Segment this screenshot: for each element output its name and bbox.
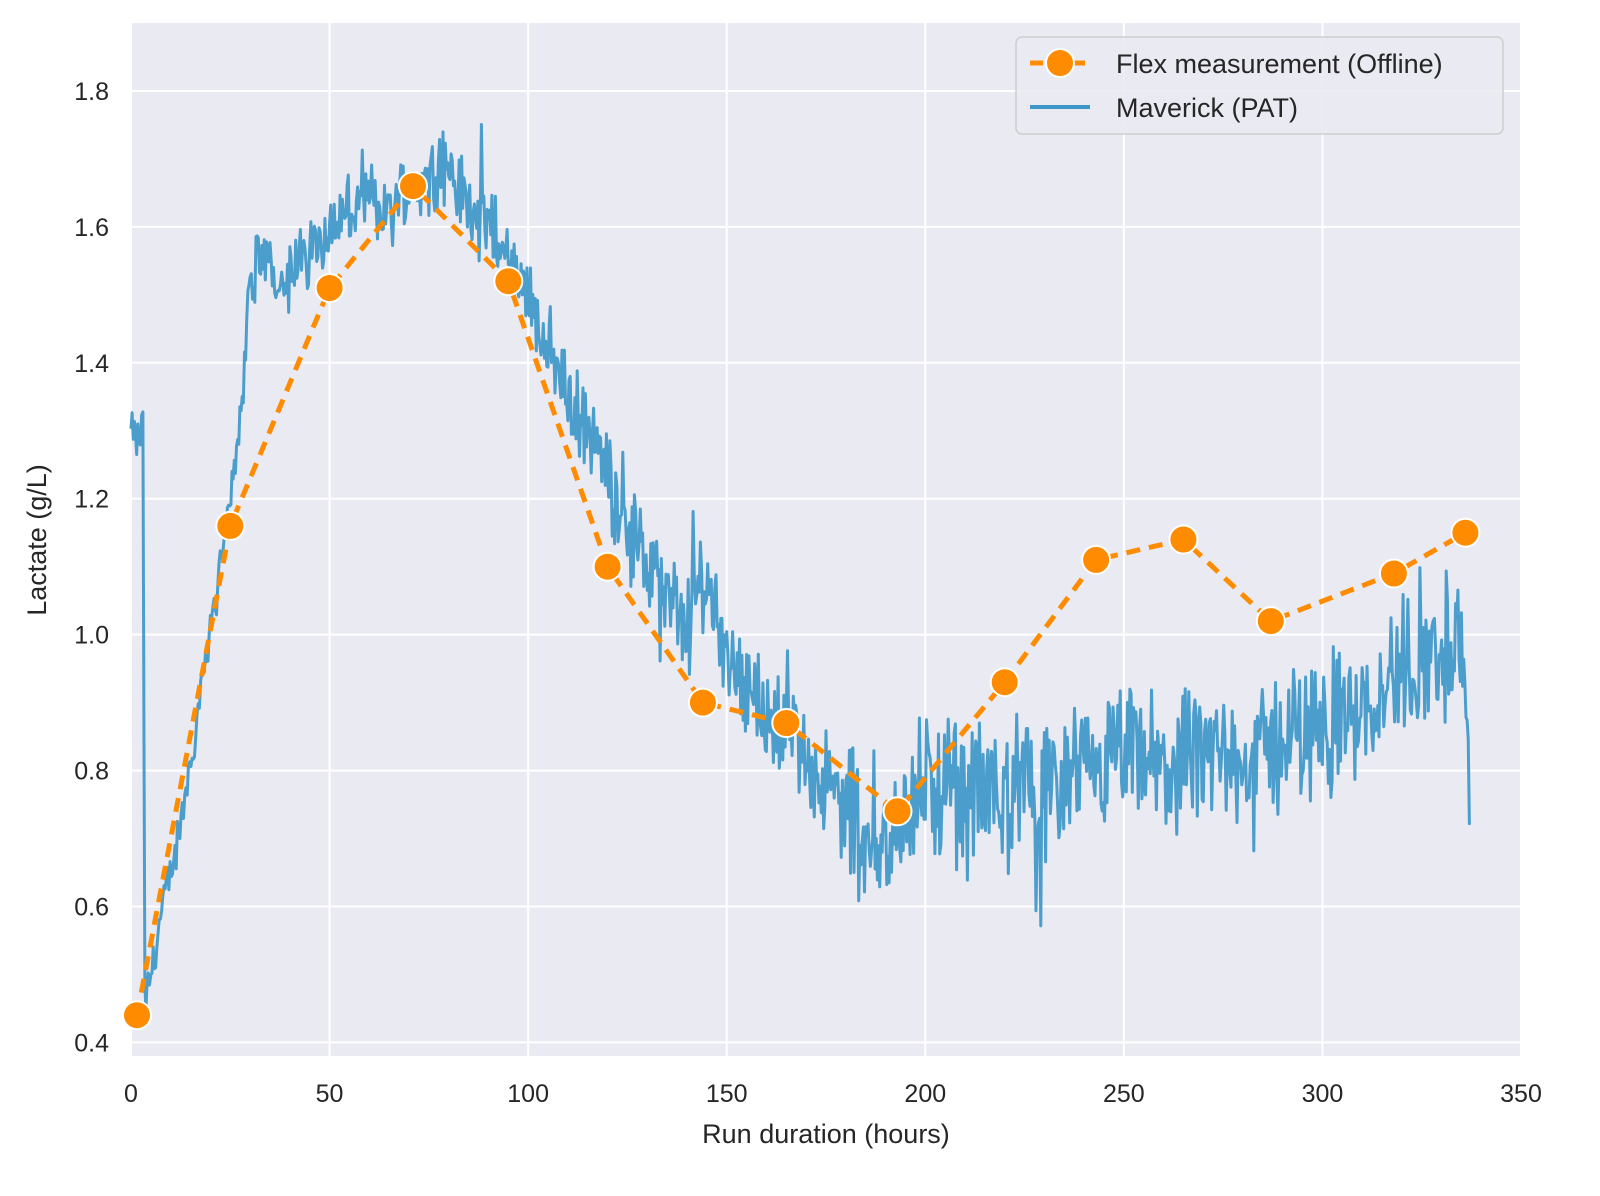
legend-offline-marker	[1045, 48, 1075, 78]
offline-point	[1081, 544, 1112, 575]
x-tick-label: 50	[316, 1080, 344, 1108]
x-tick-label: 300	[1302, 1080, 1344, 1108]
y-tick-labels: 0.4 0.6 0.8 1.0 1.2 1.4 1.6 1.8	[74, 78, 109, 1057]
plot-background	[131, 23, 1521, 1056]
offline-point	[1168, 524, 1199, 555]
x-tick-label: 0	[124, 1080, 138, 1108]
offline-point	[1255, 606, 1286, 637]
y-tick-label: 0.4	[74, 1029, 109, 1057]
y-tick-label: 0.8	[74, 758, 109, 786]
x-tick-labels: 0 50 100 150 200 250 300 350	[124, 1080, 1542, 1108]
offline-point	[989, 667, 1020, 698]
legend-pat-label: Maverick (PAT)	[1116, 93, 1298, 123]
offline-point	[314, 273, 345, 303]
offline-point	[122, 1000, 152, 1031]
y-axis-title: Lactate (g/L)	[22, 464, 52, 616]
x-tick-label: 150	[706, 1080, 748, 1108]
offline-point	[215, 510, 246, 541]
x-tick-label: 350	[1500, 1080, 1542, 1108]
y-tick-label: 1.8	[74, 78, 109, 106]
legend: Flex measurement (Offline) Maverick (PAT…	[1015, 36, 1504, 135]
legend-offline-label: Flex measurement (Offline)	[1116, 49, 1443, 79]
y-tick-label: 1.4	[74, 350, 109, 378]
offline-point	[687, 687, 718, 718]
offline-point	[1378, 558, 1409, 589]
y-tick-label: 0.6	[74, 893, 109, 921]
x-tick-label: 100	[507, 1080, 549, 1108]
offline-series	[122, 171, 1481, 1031]
grid	[130, 23, 1522, 1056]
offline-point	[398, 171, 428, 202]
y-tick-label: 1.0	[74, 622, 109, 650]
x-tick-label: 200	[904, 1080, 946, 1108]
legend-box	[1015, 36, 1504, 135]
y-tick-label: 1.6	[74, 214, 109, 242]
offline-point	[592, 551, 623, 582]
x-axis-title: Run duration (hours)	[702, 1119, 950, 1149]
offline-point	[771, 708, 802, 738]
y-tick-label: 1.2	[74, 486, 109, 514]
offline-point	[1450, 517, 1481, 548]
offline-point	[882, 796, 913, 827]
x-tick-label: 250	[1103, 1080, 1145, 1108]
offline-point	[493, 266, 524, 297]
